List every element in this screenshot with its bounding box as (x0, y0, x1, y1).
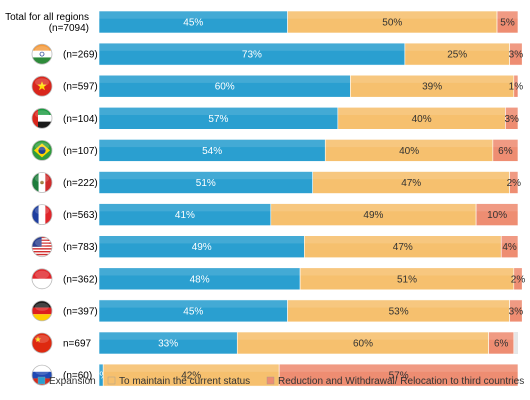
legend-swatch (37, 376, 46, 385)
data-label: 50% (382, 18, 402, 29)
data-label: 3% (509, 306, 524, 317)
bar-segment (505, 107, 519, 130)
sample-size-label: (n=60) (63, 371, 92, 382)
chart-row: (n=597) 60% 39% 1% (31, 74, 524, 98)
chart-row: (n=397) 45% 53% 3% (31, 299, 524, 323)
data-label: 40% (399, 146, 419, 157)
legend-label: To maintain the current status (119, 376, 250, 387)
sample-size-label: (n=269) (63, 50, 98, 61)
uae-flag-icon (31, 107, 53, 129)
data-label: 73% (242, 50, 262, 61)
data-label: 45% (183, 18, 203, 29)
data-label: 6% (494, 339, 509, 350)
chart-row: (n=104) 57% 40% 3% (31, 107, 519, 130)
data-label: 48% (190, 274, 210, 285)
legend-item: To maintain the current status (107, 376, 250, 387)
china-flag-icon (31, 332, 53, 354)
usa-flag-icon (31, 236, 53, 258)
brazil-flag-icon (31, 139, 53, 161)
data-label: 54% (202, 146, 222, 157)
data-label: 39% (422, 82, 442, 93)
data-label: 42% (181, 371, 201, 382)
legend-swatch (266, 376, 275, 385)
bar-segment (513, 267, 523, 291)
data-label: 33% (158, 339, 178, 350)
data-label: 2% (507, 178, 522, 189)
legend-item: Reduction and Withdrawal/ Relocation to … (266, 376, 524, 387)
data-label: 3% (509, 50, 524, 61)
legend: Expansion To maintain the current status R… (37, 376, 524, 387)
sample-size-label: (n=222) (63, 178, 98, 189)
sample-size-label: (n=397) (63, 306, 98, 317)
vietnam-flag-icon (31, 75, 53, 97)
sample-size-label: (n=362) (63, 274, 98, 285)
germany-flag-icon (31, 300, 53, 322)
data-label: 1% (94, 371, 109, 382)
data-label: 2% (511, 274, 526, 285)
chart-row: (n=60) 1% 42% 57% (31, 363, 519, 387)
data-label: 5% (500, 18, 515, 29)
data-label: 47% (393, 242, 413, 253)
bar-segment (492, 139, 519, 162)
bar-segment (488, 331, 515, 355)
data-label: 51% (397, 274, 417, 285)
bar-segment (513, 74, 519, 98)
chart-row: Total for all regions(n=7094) 45% 50% 5% (5, 10, 519, 34)
data-label: 41% (175, 210, 195, 221)
sample-size-label: (n=783) (63, 242, 98, 253)
data-label: 60% (215, 82, 235, 93)
sample-size-label: (n=107) (63, 146, 98, 157)
india-flag-icon (31, 43, 53, 65)
legend-label: Expansion (49, 376, 96, 387)
mexico-flag-icon (31, 172, 53, 193)
france-flag-icon (31, 204, 53, 226)
data-label: 53% (389, 306, 409, 317)
data-label: 57% (208, 114, 228, 125)
chart-row: (n=563) 41% 49% 10% (31, 203, 519, 226)
sample-size-label: (n=7094) (49, 23, 89, 34)
sample-size-label: n=697 (63, 339, 92, 350)
chart-row: (n=362) 48% 51% 2% (31, 267, 526, 291)
chart-row: n=697 33% 60% 6% (31, 331, 518, 355)
legend-label: Reduction and Withdrawal/ Relocation to … (278, 376, 524, 387)
bar-segment (278, 363, 519, 387)
bar-segment (496, 10, 519, 34)
data-label: 1% (509, 82, 524, 93)
data-label: 40% (412, 114, 432, 125)
chart-row: (n=783) 49% 47% 4% (31, 235, 519, 258)
data-label: 49% (363, 210, 383, 221)
bar-segment (509, 299, 523, 323)
sample-size-label: (n=104) (63, 114, 98, 125)
data-label: 10% (487, 210, 507, 221)
data-label: 45% (183, 306, 203, 317)
data-label: 51% (196, 178, 216, 189)
sample-size-label: (n=597) (63, 82, 98, 93)
data-label: 60% (353, 339, 373, 350)
chart-row: (n=269) 73% 25% 3% (31, 42, 524, 66)
sample-size-label: (n=563) (63, 210, 98, 221)
data-label: 4% (502, 242, 517, 253)
data-label: 6% (498, 146, 513, 157)
data-label: 57% (389, 371, 409, 382)
bar-segment (509, 42, 523, 66)
data-label: 25% (447, 50, 467, 61)
data-label: 47% (401, 178, 421, 189)
bar-segment (509, 171, 519, 194)
legend-swatch (107, 376, 116, 385)
category-label: Total for all regions (5, 12, 89, 23)
bar-segment (475, 203, 519, 226)
legend-item: Expansion (37, 376, 96, 387)
data-label: 49% (192, 242, 212, 253)
data-label: 3% (504, 114, 519, 125)
chart-row: (n=222) 51% 47% 2% (31, 171, 522, 194)
bar-segment (500, 235, 519, 258)
indonesia-flag-icon (31, 268, 53, 290)
chart-row: (n=107) 54% 40% 6% (31, 139, 519, 162)
